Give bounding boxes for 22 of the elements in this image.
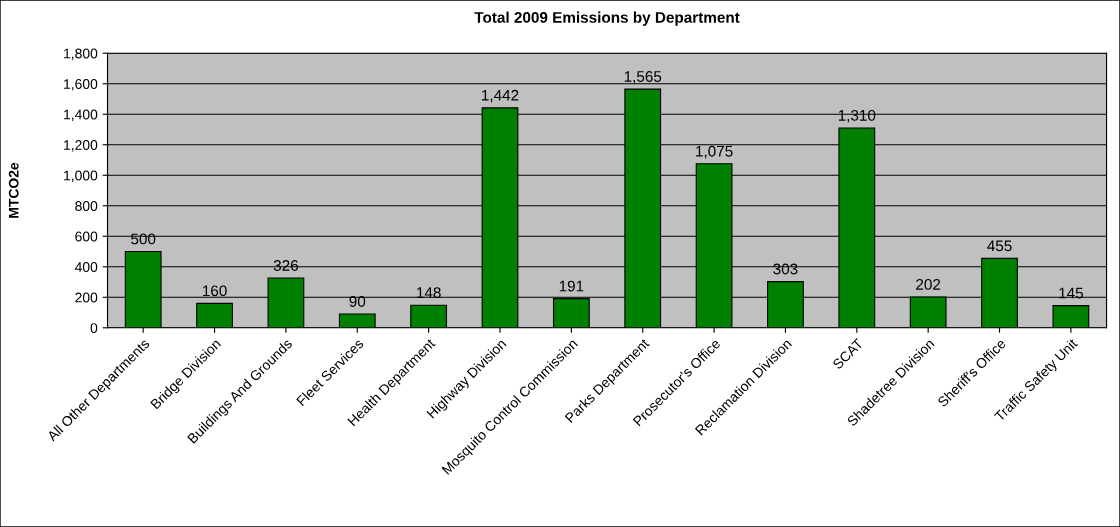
y-tick-label: 200 bbox=[75, 292, 98, 303]
chart-title: Total 2009 Emissions by Department bbox=[474, 11, 740, 26]
y-tick-label: 600 bbox=[75, 231, 98, 242]
data-label: 455 bbox=[987, 240, 1012, 252]
y-tick-label: 1,200 bbox=[64, 140, 98, 152]
data-label: 145 bbox=[1059, 287, 1083, 299]
data-label: 90 bbox=[349, 296, 366, 307]
data-label: 202 bbox=[916, 278, 941, 290]
data-label: 148 bbox=[417, 287, 441, 299]
y-tick-label: 1,000 bbox=[64, 170, 98, 183]
y-tick-label: 1,600 bbox=[64, 79, 98, 91]
y-tick-label: 400 bbox=[74, 262, 98, 272]
data-label: 1,565 bbox=[624, 71, 662, 84]
data-label: 1,075 bbox=[696, 145, 733, 159]
y-tick-label: 1,800 bbox=[64, 48, 98, 61]
data-label: 191 bbox=[559, 280, 584, 292]
y-axis-title: MTCO2e bbox=[8, 162, 19, 218]
data-label: 160 bbox=[202, 285, 227, 297]
data-label: 1,442 bbox=[482, 89, 519, 103]
y-tick-label: 1,400 bbox=[64, 109, 98, 122]
y-tick-label: 800 bbox=[75, 201, 98, 211]
y-tick-label: 0 bbox=[90, 323, 98, 333]
